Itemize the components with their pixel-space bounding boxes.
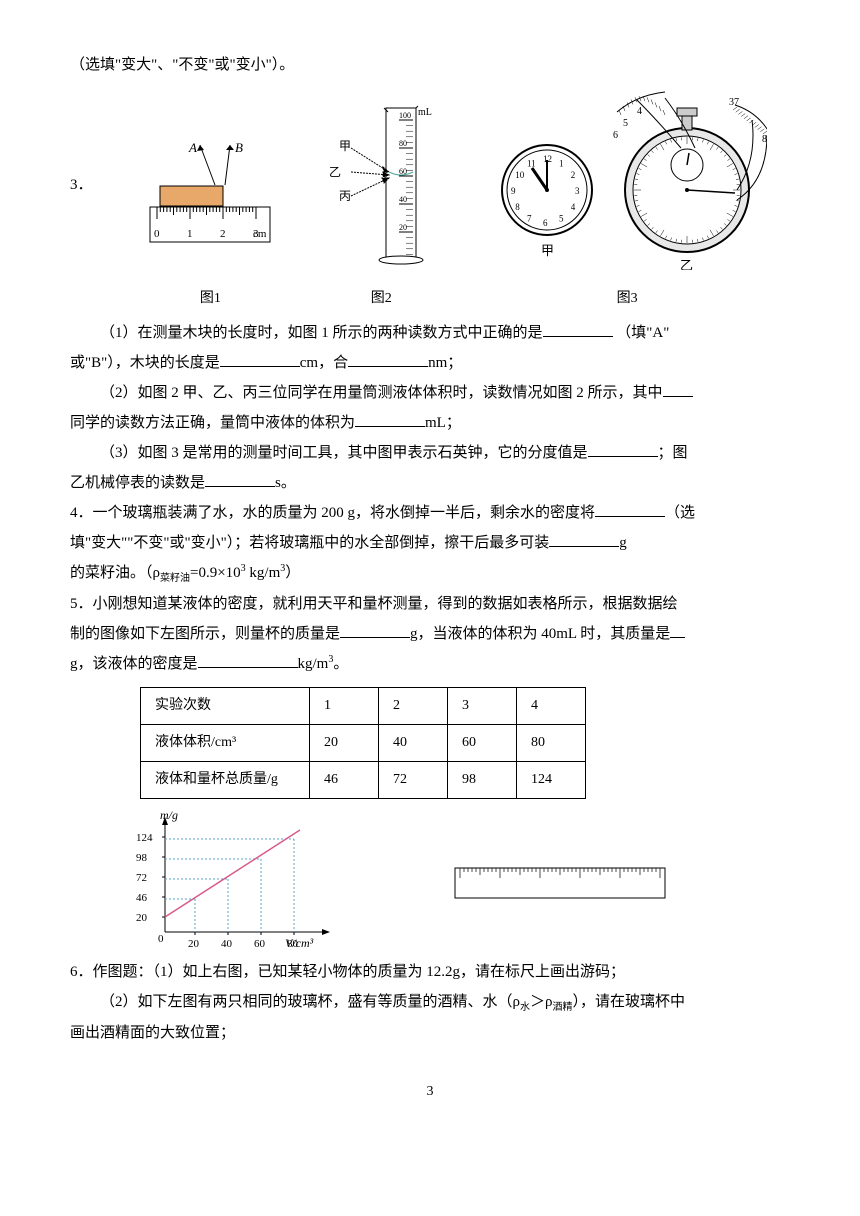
q5-cont: 制的图像如下左图所示，则量杯的质量是g，当液体的体积为 40mL 时，其质量是	[70, 619, 790, 649]
svg-text:6: 6	[613, 130, 618, 141]
svg-text:7: 7	[527, 214, 532, 224]
table-row: 液体和量杯总质量/g467298124	[141, 762, 586, 799]
svg-text:0: 0	[158, 933, 164, 945]
fig2-block: mL 10080604020 甲 乙 丙 图2	[321, 100, 441, 313]
svg-text:4: 4	[637, 106, 642, 117]
svg-text:98: 98	[136, 852, 148, 864]
svg-text:20: 20	[188, 938, 200, 950]
q3-3-cont: 乙机械停表的读数是s。	[70, 468, 790, 498]
fig2-svg: mL 10080604020 甲 乙 丙	[321, 100, 441, 270]
q3-2: （2）如图 2 甲、乙、丙三位同学在用量筒测液体体积时，读数情况如图 2 所示，…	[70, 378, 790, 408]
svg-text:80: 80	[399, 139, 407, 148]
svg-text:46: 46	[136, 892, 148, 904]
intro-line: （选填"变大"、"不变"或"变小"）。	[70, 50, 790, 80]
fig1-caption: 图1	[145, 285, 275, 313]
svg-text:2: 2	[571, 170, 576, 180]
svg-text:40: 40	[399, 195, 407, 204]
svg-text:11: 11	[527, 158, 536, 168]
q5-cont2: g，该液体的密度是kg/m3。	[70, 649, 790, 679]
svg-text:6: 6	[543, 218, 548, 228]
svg-text:20: 20	[399, 223, 407, 232]
fig1-unit: cm	[253, 228, 267, 240]
table-row: 实验次数1234	[141, 688, 586, 725]
svg-text:2: 2	[220, 228, 226, 240]
q6-cont: （2）如下左图有两只相同的玻璃杯，盛有等质量的酒精、水（ρ水＞ρ酒精），请在玻璃…	[70, 987, 790, 1018]
q6-cont2: 画出酒精面的大致位置；	[70, 1018, 790, 1048]
fig2-bing: 丙	[339, 189, 351, 203]
table-row: 液体体积/cm³20406080	[141, 725, 586, 762]
svg-text:72: 72	[136, 872, 147, 884]
fig3-jia: 甲	[541, 243, 554, 258]
q6: 6．作图题：（1）如上右图，已知某轻小物体的质量为 12.2g，请在标尺上画出游…	[70, 957, 790, 987]
graph-svg: m/g 0 20467298124 20406080 V/cm³	[130, 807, 340, 957]
svg-text:9: 9	[511, 186, 516, 196]
fig1-svg: A B 0123 cm	[145, 140, 275, 270]
svg-text:V/cm³: V/cm³	[285, 936, 314, 950]
fig2-caption: 图2	[321, 285, 441, 313]
svg-text:1: 1	[559, 158, 564, 168]
q3-container: 3． A B 0123 cm 图1 mL 100	[70, 80, 790, 318]
q3-1-cont: 或"B"），木块的长度是cm，合nm；	[70, 348, 790, 378]
svg-text:40: 40	[221, 938, 233, 950]
svg-text:124: 124	[136, 832, 153, 844]
svg-text:5: 5	[623, 118, 628, 129]
ruler-svg	[450, 860, 670, 905]
svg-text:100: 100	[399, 111, 411, 120]
svg-text:8: 8	[515, 202, 520, 212]
data-table: 实验次数1234液体体积/cm³20406080液体和量杯总质量/g467298…	[140, 687, 586, 799]
svg-text:20: 20	[136, 912, 148, 924]
q4: 4．一个玻璃瓶装满了水，水的质量为 200 g，将水倒掉一半后，剩余水的密度将（…	[70, 498, 790, 528]
fig3-caption: 图3	[487, 285, 767, 313]
svg-text:m/g: m/g	[160, 808, 178, 822]
fig3-svg: 121234567891011 甲	[487, 90, 767, 270]
figures-row: A B 0123 cm 图1 mL 10080604020	[123, 90, 790, 313]
svg-text:60: 60	[254, 938, 266, 950]
q5: 5．小刚想知道某液体的密度，就利用天平和量杯测量，得到的数据如表格所示，根据数据…	[70, 589, 790, 619]
svg-text:0: 0	[154, 228, 160, 240]
fig2-yi: 乙	[329, 165, 341, 179]
q4-cont: 填"变大""不变"或"变小"）；若将玻璃瓶中的水全部倒掉，擦干后最多可装g	[70, 528, 790, 558]
fig1-block: A B 0123 cm 图1	[145, 140, 275, 313]
svg-text:37: 37	[729, 97, 739, 108]
svg-text:4: 4	[571, 202, 576, 212]
fig3-yi: 乙	[680, 258, 693, 270]
q3-2-cont: 同学的读数方法正确，量筒中液体的体积为mL；	[70, 408, 790, 438]
fig2-unit: mL	[418, 107, 432, 118]
svg-text:1: 1	[187, 228, 193, 240]
svg-text:10: 10	[515, 170, 525, 180]
fig1-label-b: B	[235, 140, 243, 155]
q3-3: （3）如图 3 是常用的测量时间工具，其中图甲表示石英钟，它的分度值是；图	[70, 438, 790, 468]
fig3-block: 121234567891011 甲	[487, 90, 767, 313]
svg-text:3: 3	[575, 186, 580, 196]
svg-text:8: 8	[762, 134, 767, 145]
svg-text:5: 5	[559, 214, 564, 224]
page-number: 3	[70, 1078, 790, 1106]
fig2-jia: 甲	[339, 139, 351, 153]
q3-1: （1）在测量木块的长度时，如图 1 所示的两种读数方式中正确的是 （填"A"	[70, 318, 790, 348]
fig1-label-a: A	[188, 140, 197, 155]
q4-cont2: 的菜籽油。（ρ菜籽油=0.9×103 kg/m3）	[70, 558, 790, 589]
graph-row: m/g 0 20467298124 20406080 V/cm³	[130, 807, 790, 957]
q3-number: 3．	[70, 170, 93, 200]
